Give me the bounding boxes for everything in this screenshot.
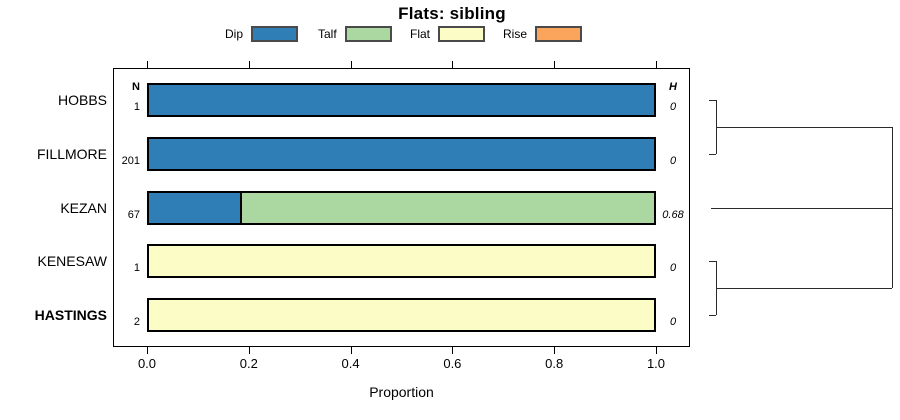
h-value: 0 bbox=[669, 101, 677, 113]
bar-segment-dip bbox=[149, 85, 654, 115]
dendrogram-line bbox=[716, 288, 892, 289]
dendrogram-line bbox=[716, 127, 892, 128]
x-tick-label: 0.4 bbox=[341, 356, 360, 371]
x-tick-top bbox=[147, 61, 148, 68]
row-label: HOBBS bbox=[57, 92, 107, 108]
dendrogram-line bbox=[709, 315, 716, 316]
legend-label: Flat bbox=[410, 27, 431, 41]
x-tick-bottom bbox=[656, 347, 657, 354]
n-value: 67 bbox=[127, 209, 140, 221]
x-tick-top bbox=[452, 61, 454, 68]
x-tick-bottom bbox=[248, 347, 250, 354]
x-tick-label: 0.6 bbox=[443, 356, 462, 371]
legend-swatch bbox=[251, 26, 299, 42]
n-value: 1 bbox=[133, 262, 140, 274]
bar bbox=[147, 298, 656, 332]
legend-item: Flat bbox=[410, 26, 486, 42]
x-tick-top bbox=[248, 61, 250, 68]
x-tick-bottom bbox=[452, 347, 454, 354]
chart-title: Flats: sibling bbox=[398, 4, 506, 23]
legend-item: Dip bbox=[225, 26, 299, 42]
h-value: 0 bbox=[669, 262, 677, 274]
n-column-header: N bbox=[132, 81, 140, 93]
n-value: 2 bbox=[133, 316, 140, 328]
legend-label: Dip bbox=[225, 27, 244, 41]
x-tick-label: 0.2 bbox=[239, 356, 258, 371]
legend-item: Talf bbox=[318, 26, 392, 42]
bar bbox=[147, 83, 656, 117]
h-value: 0.68 bbox=[662, 209, 684, 221]
bar bbox=[147, 191, 656, 225]
row-label: KEZAN bbox=[60, 200, 107, 216]
bar-segment-dip bbox=[149, 139, 654, 169]
legend-label: Talf bbox=[318, 27, 337, 41]
x-tick-label: 0.0 bbox=[137, 356, 157, 371]
row-label: KENESAW bbox=[37, 253, 108, 269]
row-label: FILLMORE bbox=[36, 146, 107, 162]
x-tick-bottom bbox=[554, 347, 556, 354]
x-tick-top bbox=[554, 61, 556, 68]
x-tick-bottom bbox=[350, 347, 352, 354]
legend-swatch bbox=[535, 26, 583, 42]
n-value: 201 bbox=[121, 155, 140, 167]
bar-segment-dip bbox=[149, 193, 240, 223]
h-value: 0 bbox=[669, 316, 677, 328]
legend-swatch bbox=[438, 26, 486, 42]
dendrogram-line bbox=[709, 261, 716, 262]
legend-item: Rise bbox=[503, 26, 583, 42]
x-tick-top bbox=[350, 61, 352, 68]
h-value: 0 bbox=[669, 155, 677, 167]
x-axis-label: Proportion bbox=[369, 384, 434, 400]
bar bbox=[147, 244, 656, 278]
row-label: HASTINGS bbox=[34, 307, 107, 323]
dendrogram-line bbox=[892, 127, 893, 288]
n-value: 1 bbox=[133, 101, 140, 113]
dendrogram-line bbox=[709, 154, 716, 155]
dendrogram-line bbox=[711, 208, 892, 209]
x-tick-label: 1.0 bbox=[646, 356, 666, 371]
x-tick-label: 0.8 bbox=[545, 356, 564, 371]
bar-segment-talf bbox=[239, 193, 654, 223]
h-column-header: H bbox=[669, 81, 677, 93]
bar-segment-flat bbox=[149, 300, 654, 330]
bar bbox=[147, 137, 656, 171]
legend-label: Rise bbox=[503, 27, 528, 41]
legend-swatch bbox=[344, 26, 392, 42]
x-tick-bottom bbox=[147, 347, 148, 354]
x-tick-top bbox=[656, 61, 657, 68]
bar-segment-flat bbox=[149, 246, 654, 276]
dendrogram-line bbox=[709, 100, 716, 101]
